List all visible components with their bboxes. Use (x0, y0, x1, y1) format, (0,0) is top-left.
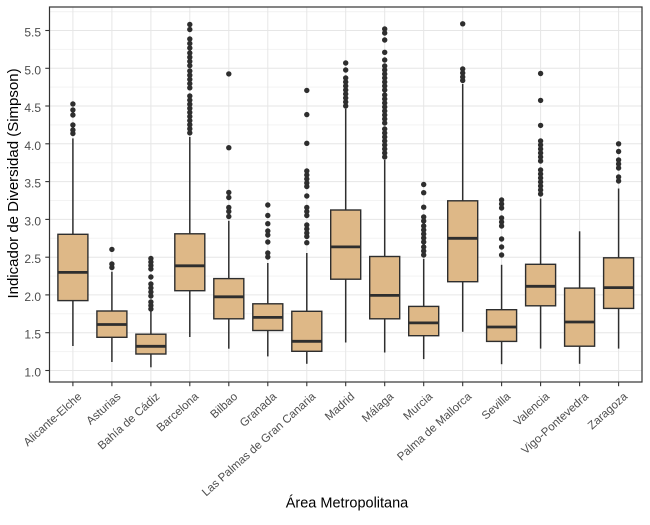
svg-text:Indicador de Diversidad (Simps: Indicador de Diversidad (Simpson) (5, 68, 22, 298)
svg-text:3.5: 3.5 (24, 177, 41, 191)
svg-text:5.0: 5.0 (24, 63, 41, 77)
svg-text:Área Metropolitana: Área Metropolitana (286, 495, 409, 512)
svg-text:1.5: 1.5 (24, 328, 41, 342)
svg-text:5.5: 5.5 (24, 26, 41, 40)
svg-text:2.0: 2.0 (24, 290, 41, 304)
svg-text:4.5: 4.5 (24, 101, 41, 115)
svg-text:1.0: 1.0 (24, 366, 41, 380)
svg-text:4.0: 4.0 (24, 139, 41, 153)
svg-text:2.5: 2.5 (24, 252, 41, 266)
svg-text:3.0: 3.0 (24, 214, 41, 228)
